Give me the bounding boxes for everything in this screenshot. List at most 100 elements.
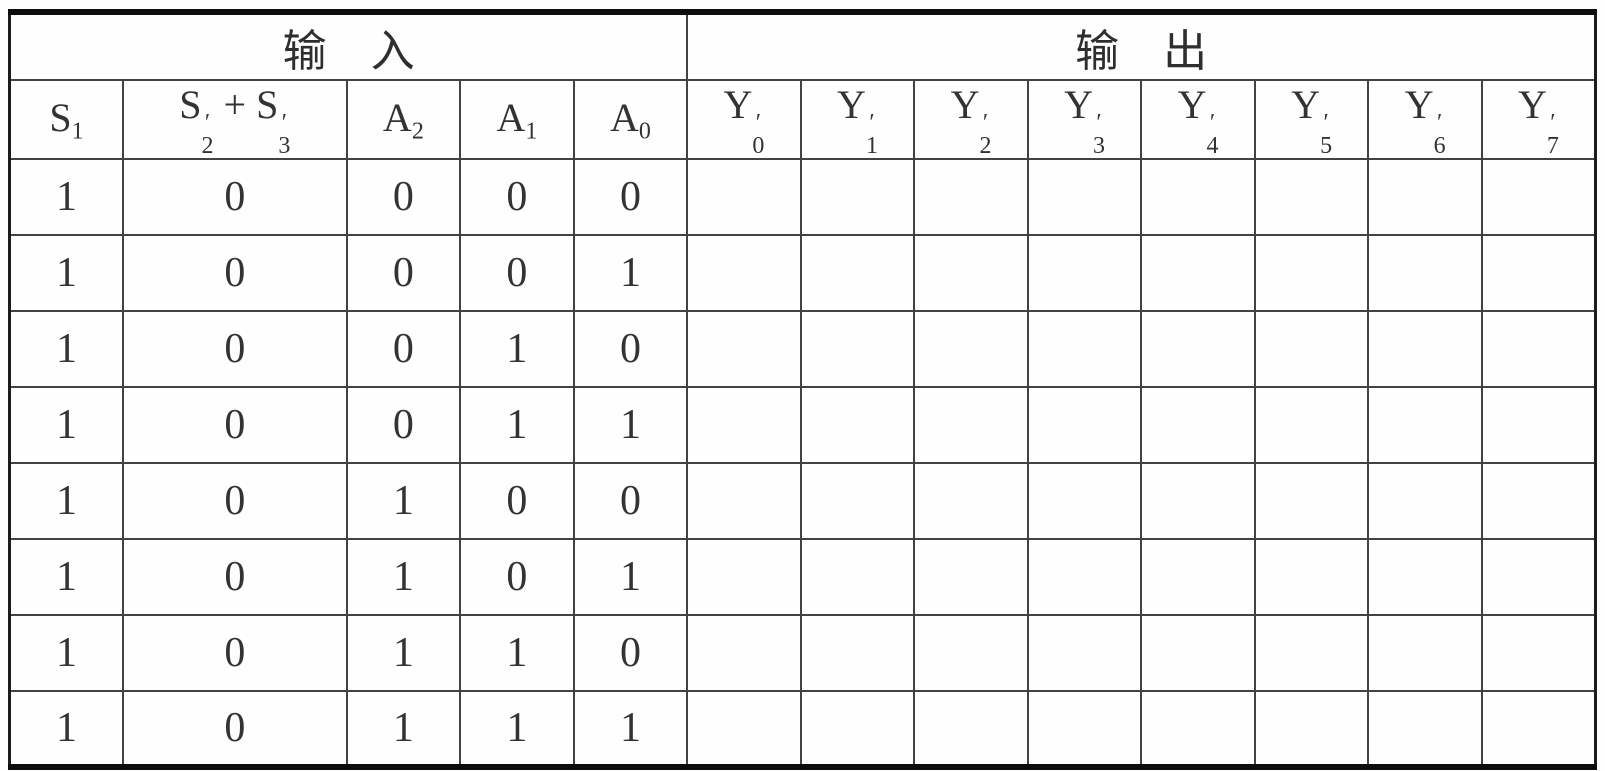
cell-s2p-plus-s3p-row8: 0	[122, 690, 348, 769]
cell-y3p-row8	[1026, 690, 1143, 769]
cell-a1-row5: 0	[459, 462, 575, 541]
column-header-y2p: Y ′ 2	[913, 78, 1029, 161]
prime-subscript: ′ 7	[1546, 110, 1559, 160]
truth-table: 输 入 输 出 S1 S ′ 2 + S ′ 3 A2 A1 A0 Y ′ 0 Y ′ 1 Y ′ 2 Y ′ 3 Y ′ 4…	[8, 9, 1597, 771]
cell-y3p-row4	[1026, 386, 1143, 465]
cell-s2p-plus-s3p-row6: 0	[122, 538, 348, 617]
cell-y2p-row6	[913, 538, 1029, 617]
prime-subscript: ′ 3	[278, 110, 291, 160]
cell-y6p-row8	[1367, 690, 1483, 769]
cell-y4p-row5	[1140, 462, 1256, 541]
cell-a0-row7: 0	[572, 614, 689, 693]
cell-a1-row3: 1	[459, 310, 575, 389]
cell-y3p-row2	[1026, 234, 1143, 313]
cell-s2p-plus-s3p-row2: 0	[122, 234, 348, 313]
cell-a0-row6: 1	[572, 538, 689, 617]
cell-s2p-plus-s3p-row5: 0	[122, 462, 348, 541]
cell-s1-row7: 1	[8, 614, 125, 693]
cell-s1-row2: 1	[8, 234, 125, 313]
cell-y0p-row4	[686, 386, 802, 465]
cell-y0p-row3	[686, 310, 802, 389]
cell-y3p-row3	[1026, 310, 1143, 389]
cell-y5p-row7	[1253, 614, 1370, 693]
cell-a2-row7: 1	[345, 614, 462, 693]
cell-y7p-row4	[1480, 386, 1597, 465]
cell-y0p-row7	[686, 614, 802, 693]
cell-y2p-row5	[913, 462, 1029, 541]
column-header-y6p: Y ′ 6	[1367, 78, 1483, 161]
cell-y5p-row2	[1253, 234, 1370, 313]
cell-y5p-row8	[1253, 690, 1370, 769]
cell-y1p-row4	[799, 386, 916, 465]
cell-a0-row2: 1	[572, 234, 689, 313]
prime-subscript: ′ 2	[201, 110, 214, 160]
cell-s2p-plus-s3p-row1: 0	[122, 158, 348, 237]
cell-y1p-row3	[799, 310, 916, 389]
cell-y0p-row8	[686, 690, 802, 769]
cell-y1p-row5	[799, 462, 916, 541]
cell-y7p-row7	[1480, 614, 1597, 693]
cell-y6p-row6	[1367, 538, 1483, 617]
cell-y2p-row1	[913, 158, 1029, 237]
column-header-a1: A1	[459, 78, 575, 161]
cell-y3p-row5	[1026, 462, 1143, 541]
prime-subscript: ′ 5	[1320, 110, 1333, 160]
cell-a2-row8: 1	[345, 690, 462, 769]
cell-y2p-row7	[913, 614, 1029, 693]
cell-y3p-row7	[1026, 614, 1143, 693]
cell-y7p-row5	[1480, 462, 1597, 541]
cell-a0-row5: 0	[572, 462, 689, 541]
column-header-s2p-plus-s3p: S ′ 2 + S ′ 3	[122, 78, 348, 161]
group-header-row: 输 入 输 出	[8, 11, 1597, 81]
column-header-s1: S1	[8, 78, 125, 161]
prime-subscript: ′ 2	[979, 110, 992, 160]
cell-y2p-row4	[913, 386, 1029, 465]
column-header-y3p: Y ′ 3	[1026, 78, 1143, 161]
cell-a2-row3: 0	[345, 310, 462, 389]
prime-subscript: ′ 1	[865, 110, 878, 160]
cell-a1-row1: 0	[459, 158, 575, 237]
cell-y6p-row1	[1367, 158, 1483, 237]
cell-y1p-row6	[799, 538, 916, 617]
cell-y5p-row3	[1253, 310, 1370, 389]
cell-y7p-row8	[1480, 690, 1597, 769]
cell-a2-row6: 1	[345, 538, 462, 617]
cell-a1-row4: 1	[459, 386, 575, 465]
cell-y4p-row4	[1140, 386, 1256, 465]
cell-y2p-row2	[913, 234, 1029, 313]
column-header-y5p: Y ′ 5	[1253, 78, 1370, 161]
cell-y1p-row2	[799, 234, 916, 313]
cell-y1p-row7	[799, 614, 916, 693]
cell-y6p-row5	[1367, 462, 1483, 541]
prime-subscript: ′ 3	[1093, 110, 1105, 160]
cell-y0p-row5	[686, 462, 802, 541]
cell-y1p-row1	[799, 158, 916, 237]
cell-s2p-plus-s3p-row7: 0	[122, 614, 348, 693]
cell-y0p-row1	[686, 158, 802, 237]
cell-y1p-row8	[799, 690, 916, 769]
column-header-y7p: Y ′ 7	[1480, 78, 1597, 161]
cell-y4p-row1	[1140, 158, 1256, 237]
cell-a1-row2: 0	[459, 234, 575, 313]
subscript: 1	[71, 118, 84, 145]
cell-a0-row4: 1	[572, 386, 689, 465]
cell-y2p-row3	[913, 310, 1029, 389]
cell-y6p-row4	[1367, 386, 1483, 465]
column-header-a2: A2	[345, 78, 462, 161]
cell-a1-row6: 0	[459, 538, 575, 617]
cell-a2-row5: 1	[345, 462, 462, 541]
column-header-a0: A0	[572, 78, 689, 161]
column-header-y1p: Y ′ 1	[799, 78, 916, 161]
cell-a0-row1: 0	[572, 158, 689, 237]
cell-a2-row2: 0	[345, 234, 462, 313]
input-group-header: 输 入	[8, 11, 689, 81]
cell-a0-row3: 0	[572, 310, 689, 389]
